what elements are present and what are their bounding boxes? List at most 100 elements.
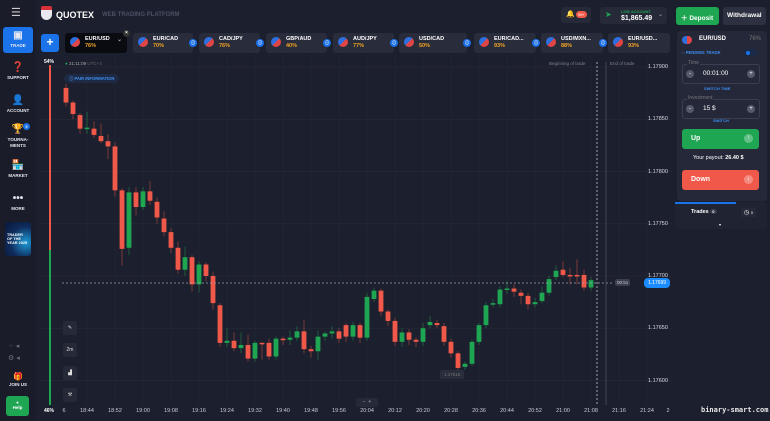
investment-field[interactable]: Investment - 15 $ + [682,95,760,119]
asset-tab[interactable]: CAD/JPY 76% ⓘ [199,33,264,53]
sidebar-item-account[interactable]: 👤 ACCOUNT [3,95,33,114]
candle-body [343,325,349,337]
candle-body [252,342,258,359]
quotex-logo [41,6,52,20]
candle-body [119,190,125,249]
zoom-controls[interactable]: − + [356,398,378,407]
tab-info-icon[interactable]: ⓘ [599,39,607,47]
asset-tab[interactable]: AUD/JPY 77% ⓘ [333,33,398,53]
candle-body [182,257,188,270]
asset-tab[interactable]: GBP/AUD 40% ⓘ [266,33,331,53]
y-tick-label: 1.17750 [648,220,668,227]
tab-history[interactable]: ◷ 0 [741,208,757,217]
sidebar-item-support[interactable]: ❓ SUPPORT [3,62,33,81]
switch-link[interactable]: SWITCH [713,118,729,123]
candle-body [518,292,524,296]
asset-tab[interactable]: USD/CAD 50% ⓘ [399,33,471,53]
withdrawal-button[interactable]: Withdrawal [723,7,766,25]
x-tick-label: 19:24 [220,408,234,414]
join-us-button[interactable]: 🎁 JOIN US [3,372,33,388]
chart-icon: ▣ [13,30,23,41]
help-icon: ● [16,400,19,405]
candle-body [560,269,566,275]
candle-body [385,311,391,321]
time-increase-button[interactable]: + [747,70,755,78]
candles [63,83,594,371]
zoom-out-icon[interactable]: − [362,399,366,405]
tab-info-icon[interactable]: ⓘ [256,39,264,47]
currency-flag-icon [70,37,80,47]
tab-info-icon[interactable]: ⓘ [323,39,331,47]
account-switcher[interactable]: ➤ LIVE ACCOUNT $1,865.49 ⌄ [600,7,667,24]
chart-grid [40,55,672,405]
tab-info-icon[interactable]: ⓘ [532,39,540,47]
tab-info-icon[interactable]: ⓘ [390,39,398,47]
pending-trade-toggle[interactable] [744,49,757,56]
time-field[interactable]: Time - 00:01:00 + [682,60,760,84]
candle-body [273,338,279,357]
down-button[interactable]: Down ↓ [682,170,759,190]
timeframe-button[interactable]: 2m [63,343,77,357]
expand-icon[interactable]: ▾ [719,222,722,227]
asset-tab[interactable]: EUR/CAD 70% ⓘ [133,33,197,53]
help-button[interactable]: ● Help [6,396,29,416]
layout-grid-icon[interactable]: ⁘ ◂ [8,343,20,350]
sidebar: ☰ ▣ TRADE ❓ SUPPORT 👤 ACCOUNT 🏆 TOURNA-MENTS… [0,0,36,421]
candle-body [497,289,503,305]
candle-body [315,336,321,352]
chart-type-button[interactable]: ▟ [63,366,77,380]
close-tab-icon[interactable]: × [123,30,130,37]
sidebar-item-more[interactable]: ••• MORE [3,193,33,212]
status-dot-icon: ● [65,61,69,66]
up-button[interactable]: Up ↑ [682,129,759,149]
x-tick-label: 19:16 [192,408,206,414]
drawing-tool-button[interactable]: ✎ [63,321,77,335]
chevron-down-icon[interactable]: ⌄ [116,37,122,43]
tab-trades[interactable]: Trades 0 [691,209,717,215]
x-tick-label: 19:00 [136,408,150,414]
candle-body [231,340,237,349]
zoom-in-icon[interactable]: + [368,399,372,405]
candle-body [539,292,545,302]
sidebar-item-market[interactable]: 🏪 MARKET [3,160,33,179]
asset-tab[interactable]: USD/MXN... 88% ⓘ [541,33,607,53]
clock-icon: ◷ [744,210,750,216]
deposit-button[interactable]: ＋ Deposit [676,7,719,25]
pair-information-button[interactable]: ⓘ PAIR INFORMATION [64,74,120,83]
selected-pair[interactable]: EUR/USD [699,36,727,42]
candle-body [336,331,342,339]
settings-icon[interactable]: ⚙ ◂ [8,355,20,362]
asset-tab[interactable]: EUR/CAD... 93% ⓘ [474,33,540,53]
x-tick-label: 21:08 [584,408,598,414]
candle-body [406,332,412,340]
candles-icon: ▟ [68,370,72,376]
trader-of-the-year-promo[interactable]: TRADER OF THE YEAR 2025 [5,222,31,256]
asset-tab[interactable]: EUR/USD... 93% [608,33,670,53]
pencil-icon: ✎ [67,325,73,331]
notifications-button[interactable]: 🔔 99+ [561,7,591,23]
asset-tab[interactable]: EUR/USD 76% ⌄ × [65,30,130,53]
x-tick-label: 20:04 [360,408,374,414]
sidebar-item-trade[interactable]: ▣ TRADE [3,27,33,53]
tab-info-icon[interactable]: ⓘ [463,39,471,47]
sidebar-item-tournaments[interactable]: 🏆 TOURNA-MENTS 5 [3,123,33,149]
tab-info-icon[interactable]: ⓘ [189,39,197,47]
currency-flag-icon [546,37,556,47]
candle-body [161,218,167,233]
currency-flag-icon [204,37,214,47]
dots-icon: ••• [12,193,24,204]
investment-increase-button[interactable]: + [747,105,755,113]
candle-body [483,305,489,326]
current-price-badge: 1.17699 [644,278,671,288]
time-decrease-button[interactable]: - [686,70,694,78]
watermark: binary-smart.com [701,406,769,414]
add-asset-button[interactable]: + [41,34,59,52]
menu-icon[interactable]: ☰ [11,7,21,19]
switch-time-link[interactable]: SWITCH TIME [704,86,731,91]
expiration-timer: 00:51 [615,279,631,286]
investment-decrease-button[interactable]: - [686,105,694,113]
indicators-button[interactable]: ⚒ [63,388,77,402]
x-tick-label: 2 [666,408,670,414]
x-tick-label: 18:44 [80,408,94,414]
